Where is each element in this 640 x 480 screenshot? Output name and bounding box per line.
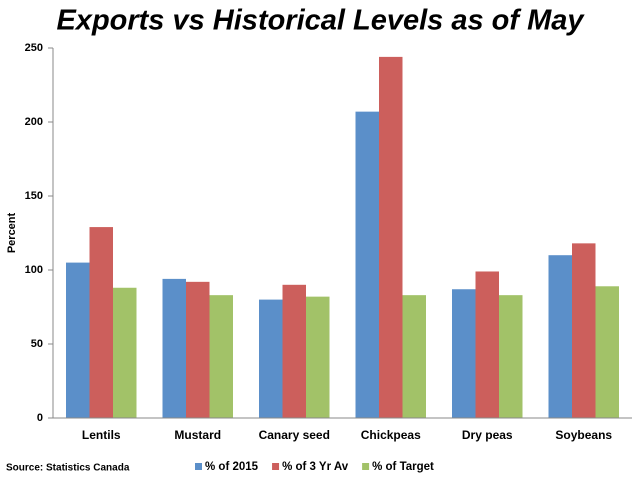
bar	[89, 227, 113, 418]
y-tick-label: 200	[25, 116, 43, 128]
y-axis-label: Percent	[6, 212, 18, 253]
bar	[452, 289, 476, 418]
legend-label: % of Target	[372, 461, 434, 473]
bar	[475, 271, 499, 418]
bar	[162, 278, 186, 418]
bar	[548, 255, 572, 418]
legend-label: % of 3 Yr Av	[282, 461, 349, 473]
legend-swatch	[362, 463, 370, 470]
legend-label: % of 2015	[205, 461, 259, 473]
bar	[402, 295, 426, 418]
x-tick-label: Canary seed	[259, 428, 330, 442]
bar	[572, 243, 596, 418]
x-tick-label: Soybeans	[555, 428, 612, 442]
source-note: Source: Statistics Canada	[6, 463, 130, 474]
legend-swatch	[195, 463, 202, 470]
y-tick-label: 100	[25, 264, 43, 276]
y-tick-label: 150	[25, 190, 43, 202]
x-tick-label: Lentils	[82, 428, 121, 442]
bar	[66, 262, 90, 418]
bar	[186, 281, 210, 418]
bar	[282, 284, 306, 418]
x-tick-label: Dry peas	[462, 428, 513, 442]
x-tick-label: Chickpeas	[361, 428, 421, 442]
legend-swatch	[272, 463, 280, 470]
bar	[355, 111, 379, 418]
bar	[379, 56, 403, 418]
x-tick-label: Mustard	[174, 428, 221, 442]
y-tick-label: 50	[31, 338, 43, 350]
bar	[499, 295, 523, 418]
y-tick-label: 0	[37, 412, 43, 424]
y-tick-label: 250	[25, 42, 43, 54]
bar	[259, 299, 283, 418]
chart-title: Exports vs Historical Levels as of May	[56, 5, 585, 37]
bar	[306, 296, 330, 418]
bar	[113, 287, 137, 418]
bar	[209, 295, 233, 418]
bar	[595, 286, 619, 418]
